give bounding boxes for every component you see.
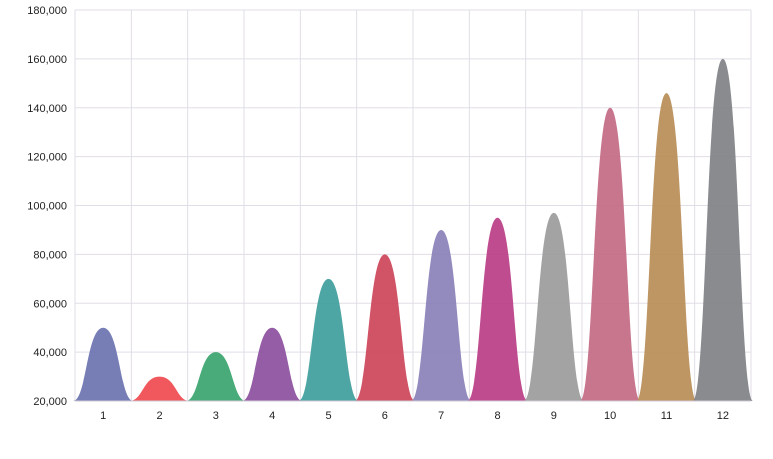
x-tick-label: 2 xyxy=(156,410,162,422)
x-axis: 1 2 3 4 5 6 7 8 9 10 11 12 xyxy=(75,400,751,422)
x-tick-label: 4 xyxy=(269,410,275,422)
area-peak-6[interactable] xyxy=(354,254,415,401)
x-tick-label: 10 xyxy=(604,410,616,422)
y-tick-label: 40,000 xyxy=(33,347,67,359)
x-tick-label: 5 xyxy=(325,410,331,422)
area-peak-3[interactable] xyxy=(185,352,246,401)
area-peak-8[interactable] xyxy=(467,217,528,401)
y-tick-label: 100,000 xyxy=(27,201,67,213)
x-tick-label: 12 xyxy=(717,410,729,422)
x-tick-label: 9 xyxy=(551,410,557,422)
area-peak-2[interactable] xyxy=(129,376,190,401)
x-tick-label: 7 xyxy=(438,410,444,422)
x-tick-label: 8 xyxy=(494,410,500,422)
area-peak-12[interactable] xyxy=(692,58,753,401)
y-tick-label: 160,000 xyxy=(27,54,67,66)
area-peak-4[interactable] xyxy=(242,327,303,401)
area-peak-5[interactable] xyxy=(298,278,359,401)
x-tick-label: 6 xyxy=(382,410,388,422)
x-tick-label: 3 xyxy=(213,410,219,422)
y-axis: 20,000 40,000 60,000 80,000 100,000 120,000 14… xyxy=(27,5,67,408)
x-tick-label: 11 xyxy=(661,410,672,422)
data-areas xyxy=(73,58,753,402)
area-peak-9[interactable] xyxy=(523,212,584,401)
y-tick-label: 140,000 xyxy=(27,103,67,115)
grid-lines xyxy=(74,9,752,402)
area-peak-1[interactable] xyxy=(73,327,134,401)
area-peak-10[interactable] xyxy=(580,107,641,401)
area-peak-11[interactable] xyxy=(636,93,697,402)
y-tick-label: 120,000 xyxy=(27,152,67,164)
y-tick-label: 20,000 xyxy=(33,396,67,408)
area-peak-7[interactable] xyxy=(411,229,472,401)
x-tick-label: 1 xyxy=(100,410,106,422)
y-tick-label: 60,000 xyxy=(33,298,67,310)
y-tick-label: 80,000 xyxy=(33,249,67,261)
y-tick-label: 180,000 xyxy=(27,5,67,17)
